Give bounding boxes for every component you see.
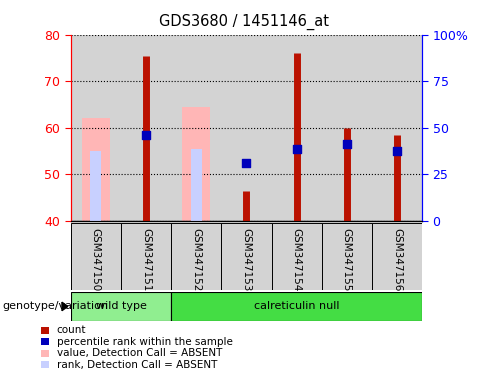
FancyBboxPatch shape <box>372 223 422 290</box>
Text: rank, Detection Call = ABSENT: rank, Detection Call = ABSENT <box>57 360 217 370</box>
FancyBboxPatch shape <box>222 223 271 290</box>
FancyArrow shape <box>62 302 68 311</box>
Text: GSM347152: GSM347152 <box>191 228 201 291</box>
FancyBboxPatch shape <box>322 223 372 290</box>
Text: GSM347154: GSM347154 <box>292 228 302 291</box>
Text: genotype/variation: genotype/variation <box>2 301 108 311</box>
Text: GSM347156: GSM347156 <box>392 228 402 291</box>
Text: GSM347150: GSM347150 <box>91 228 101 291</box>
Point <box>393 148 401 154</box>
Bar <box>271 35 322 221</box>
Text: wild type: wild type <box>96 301 146 311</box>
Text: GSM347155: GSM347155 <box>342 228 352 291</box>
Text: GDS3680 / 1451146_at: GDS3680 / 1451146_at <box>159 13 329 30</box>
Text: GSM347151: GSM347151 <box>141 228 151 291</box>
Bar <box>183 107 210 221</box>
Bar <box>191 149 202 221</box>
Text: count: count <box>57 325 86 335</box>
Bar <box>82 118 110 221</box>
Bar <box>372 35 422 221</box>
Text: value, Detection Call = ABSENT: value, Detection Call = ABSENT <box>57 348 222 358</box>
Point <box>243 159 250 166</box>
Bar <box>71 35 121 221</box>
Bar <box>322 35 372 221</box>
FancyBboxPatch shape <box>171 223 222 290</box>
FancyBboxPatch shape <box>121 223 171 290</box>
Point <box>343 141 351 147</box>
Bar <box>171 35 222 221</box>
Point <box>293 146 301 152</box>
Text: calreticulin null: calreticulin null <box>254 301 339 311</box>
FancyBboxPatch shape <box>71 223 121 290</box>
Text: GSM347153: GSM347153 <box>242 228 251 291</box>
Point <box>142 132 150 138</box>
Bar <box>222 35 271 221</box>
Bar <box>121 35 171 221</box>
FancyBboxPatch shape <box>271 223 322 290</box>
Text: percentile rank within the sample: percentile rank within the sample <box>57 337 232 347</box>
FancyBboxPatch shape <box>71 292 171 321</box>
Bar <box>90 151 102 221</box>
FancyBboxPatch shape <box>171 292 422 321</box>
